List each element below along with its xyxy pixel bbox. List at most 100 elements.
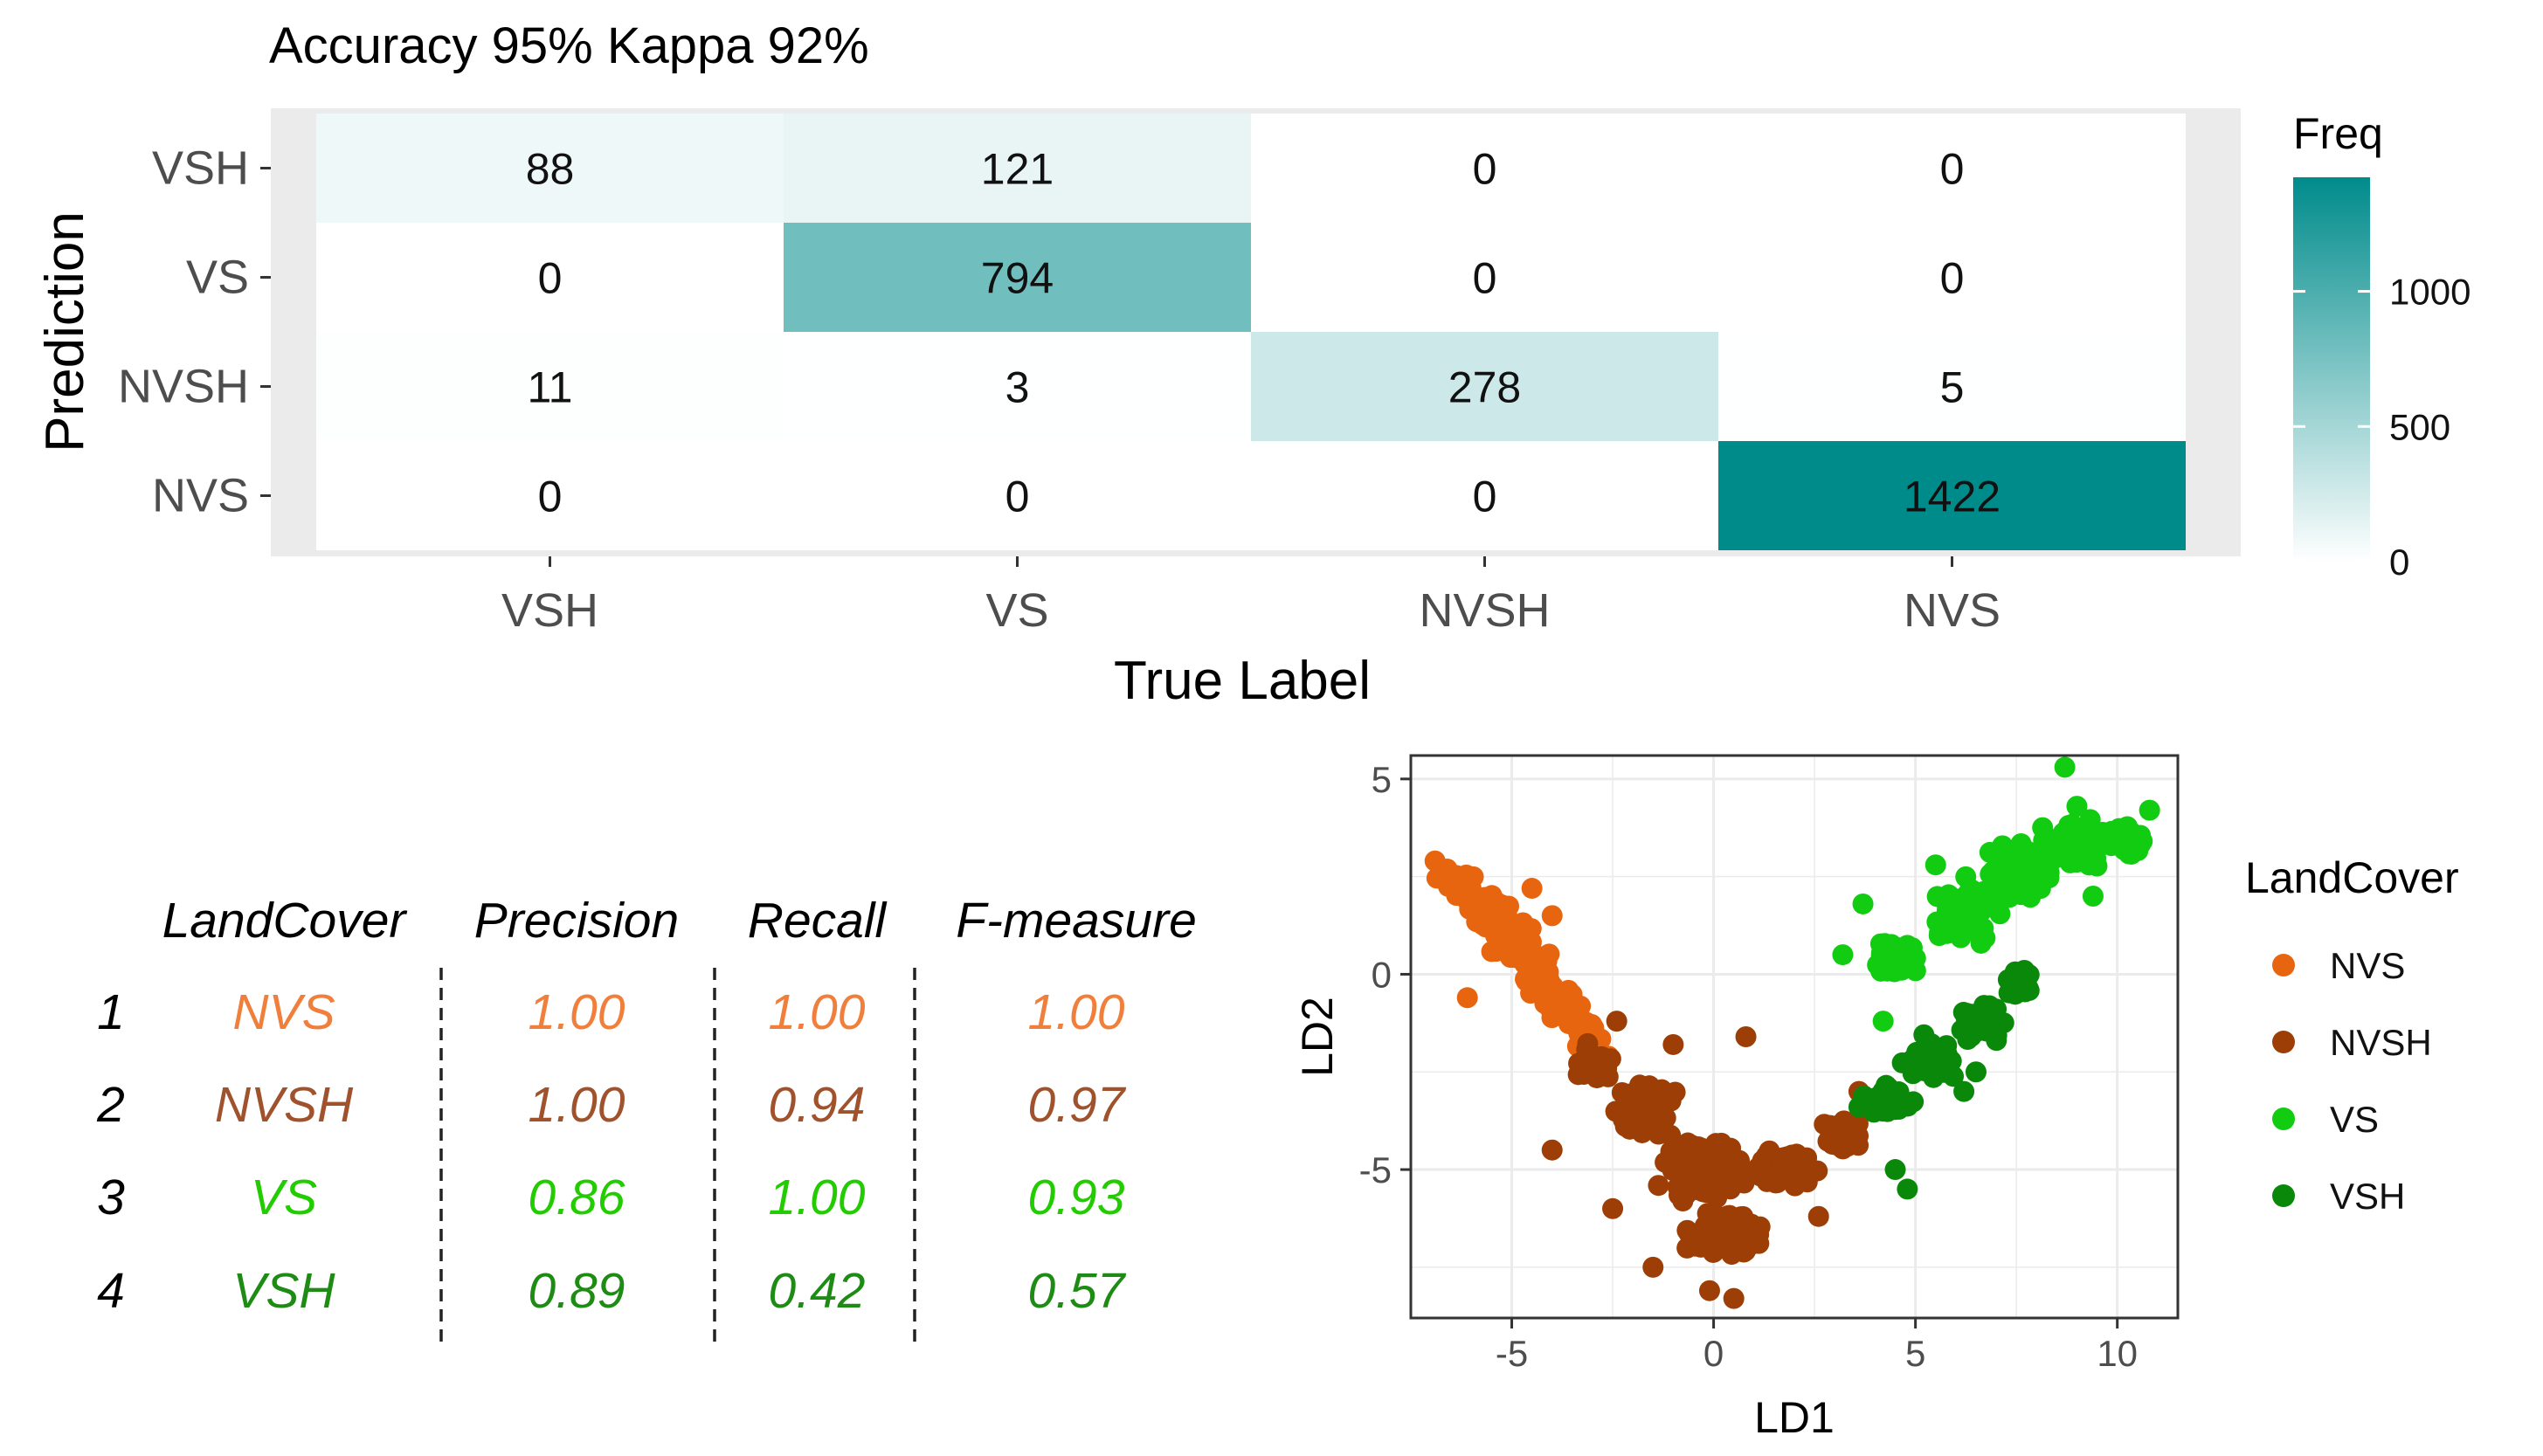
metrics-table: LandCover Precision Recall F-measure 1 NVS 1.0… xyxy=(96,893,1197,1345)
scatter-point xyxy=(2054,756,2076,778)
scatter-point xyxy=(1736,1225,1758,1246)
scatter-point xyxy=(1690,1169,1712,1190)
scatter-point xyxy=(1648,1175,1669,1197)
scatter-point xyxy=(1725,1149,1747,1171)
scatter-point xyxy=(2082,886,2104,907)
scatter-y-tick-label: 0 xyxy=(1372,954,1392,995)
scatter-panel-border xyxy=(1409,754,2180,1320)
table-row-index: 1 xyxy=(97,984,125,1040)
scatter-point xyxy=(1610,1102,1632,1124)
legend-label: NVSH xyxy=(2330,1022,2432,1063)
scatter-point xyxy=(1721,1244,1743,1266)
cm-values: 88 121 0 0 0 794 0 0 11 3 278 5 0 0 0 1422 xyxy=(526,145,2001,521)
table-header: LandCover xyxy=(162,893,408,949)
cm-x-axis: VSH VS NVSH NVS xyxy=(501,556,2001,637)
scatter-point xyxy=(1848,1096,1869,1118)
cm-cell-value: 0 xyxy=(1473,473,1497,521)
scatter-point xyxy=(1662,1033,1684,1055)
cm-x-tick-label: NVS xyxy=(1904,584,2001,637)
scatter-point xyxy=(2075,840,2097,862)
freq-legend-ticks: 0 500 1000 xyxy=(2293,272,2470,583)
table-cell: 1.00 xyxy=(769,984,866,1040)
cm-y-tick-label: NVSH xyxy=(118,361,249,413)
scatter-point xyxy=(1444,868,1466,890)
scatter-point xyxy=(1544,997,1565,1018)
cm-cell xyxy=(1251,441,1718,550)
table-cell: 0.42 xyxy=(769,1263,866,1319)
scatter-point xyxy=(1966,894,1987,915)
scatter-point xyxy=(1524,966,1546,988)
scatter-point xyxy=(1456,987,1478,1009)
scatter-point xyxy=(1965,1061,1987,1083)
scatter-point xyxy=(1698,1280,1720,1301)
legend-key-vs xyxy=(2272,1108,2295,1130)
scatter-axes: -5 0 5 10 -5 0 5 xyxy=(1359,759,2138,1374)
scatter-point xyxy=(1945,894,1966,915)
cm-cell xyxy=(1718,332,2186,441)
cm-y-axis: VSH VS NVSH NVS xyxy=(118,142,271,522)
table-header: Recall xyxy=(748,893,888,949)
scatter-point xyxy=(1606,1011,1627,1032)
scatter-point xyxy=(1735,1026,1757,1047)
scatter-point xyxy=(1904,960,1926,982)
scatter-point xyxy=(2001,868,2023,890)
scatter-point xyxy=(1642,1256,1664,1278)
cm-x-tick-label: NVSH xyxy=(1419,584,1550,637)
legend-label: VS xyxy=(2330,1099,2379,1140)
legend-key-nvsh xyxy=(2272,1031,2295,1053)
freq-tick-label: 0 xyxy=(2389,542,2409,583)
scatter-point xyxy=(1783,1170,1805,1192)
freq-tick-label: 500 xyxy=(2389,406,2450,447)
scatter-point xyxy=(1897,1178,1918,1200)
scatter-point xyxy=(1943,1066,1965,1087)
table-cell: 0.57 xyxy=(1028,1263,1127,1319)
legend-key-vsh xyxy=(2272,1184,2295,1207)
table-cell: 0.93 xyxy=(1028,1170,1125,1225)
cm-cell-value: 0 xyxy=(538,254,563,303)
scatter-point xyxy=(1508,932,1530,954)
scatter-point xyxy=(1807,1205,1829,1227)
scatter-point xyxy=(1723,1287,1745,1309)
cm-cell xyxy=(784,332,1251,441)
scatter-point xyxy=(2066,796,2088,818)
scatter-point xyxy=(1832,944,1854,966)
legend-label: VSH xyxy=(2330,1176,2405,1217)
scatter-y-tick-label: -5 xyxy=(1359,1149,1392,1190)
table-row-index: 2 xyxy=(96,1077,125,1133)
scatter-point xyxy=(1772,1154,1793,1176)
cm-cell xyxy=(316,441,784,550)
cm-y-tick-label: VS xyxy=(186,252,249,304)
table-cell: 0.86 xyxy=(529,1170,625,1225)
cm-cell-value: 88 xyxy=(526,145,575,194)
scatter-point xyxy=(1541,1139,1563,1161)
freq-legend-title: Freq xyxy=(2293,109,2383,158)
cm-cell-value: 0 xyxy=(1940,254,1965,303)
cm-cell-value: 11 xyxy=(528,363,573,412)
scatter-point xyxy=(1577,1051,1599,1073)
scatter-point xyxy=(1970,932,1992,954)
table-cell: 0.89 xyxy=(529,1263,625,1319)
cm-cell xyxy=(316,114,784,223)
scatter-point xyxy=(1643,1118,1665,1140)
scatter-point xyxy=(1926,886,1948,907)
table-cell: 0.97 xyxy=(1028,1077,1127,1133)
scatter-point xyxy=(1619,1118,1641,1140)
scatter-point xyxy=(2020,865,2042,887)
cm-cell xyxy=(316,223,784,332)
scatter-legend-title: LandCover xyxy=(2245,853,2459,902)
scatter-point xyxy=(1979,841,2001,863)
table-cell: 0.94 xyxy=(769,1077,866,1133)
scatter-point xyxy=(1611,1082,1633,1104)
scatter-point xyxy=(1923,1066,1945,1088)
scatter-series-vsh xyxy=(1848,959,2040,1200)
cm-cell-value: 0 xyxy=(1473,254,1497,303)
scatter-x-tick-label: -5 xyxy=(1496,1333,1528,1374)
table-cell: VSH xyxy=(232,1263,335,1319)
scatter-point xyxy=(1664,1081,1686,1103)
cm-cell-value: 0 xyxy=(1473,145,1497,194)
freq-tick-label: 1000 xyxy=(2389,272,2470,313)
cm-cell xyxy=(784,114,1251,223)
scatter-legend: NVS NVSH VS VSH xyxy=(2272,945,2432,1217)
cm-cells xyxy=(316,114,2186,550)
